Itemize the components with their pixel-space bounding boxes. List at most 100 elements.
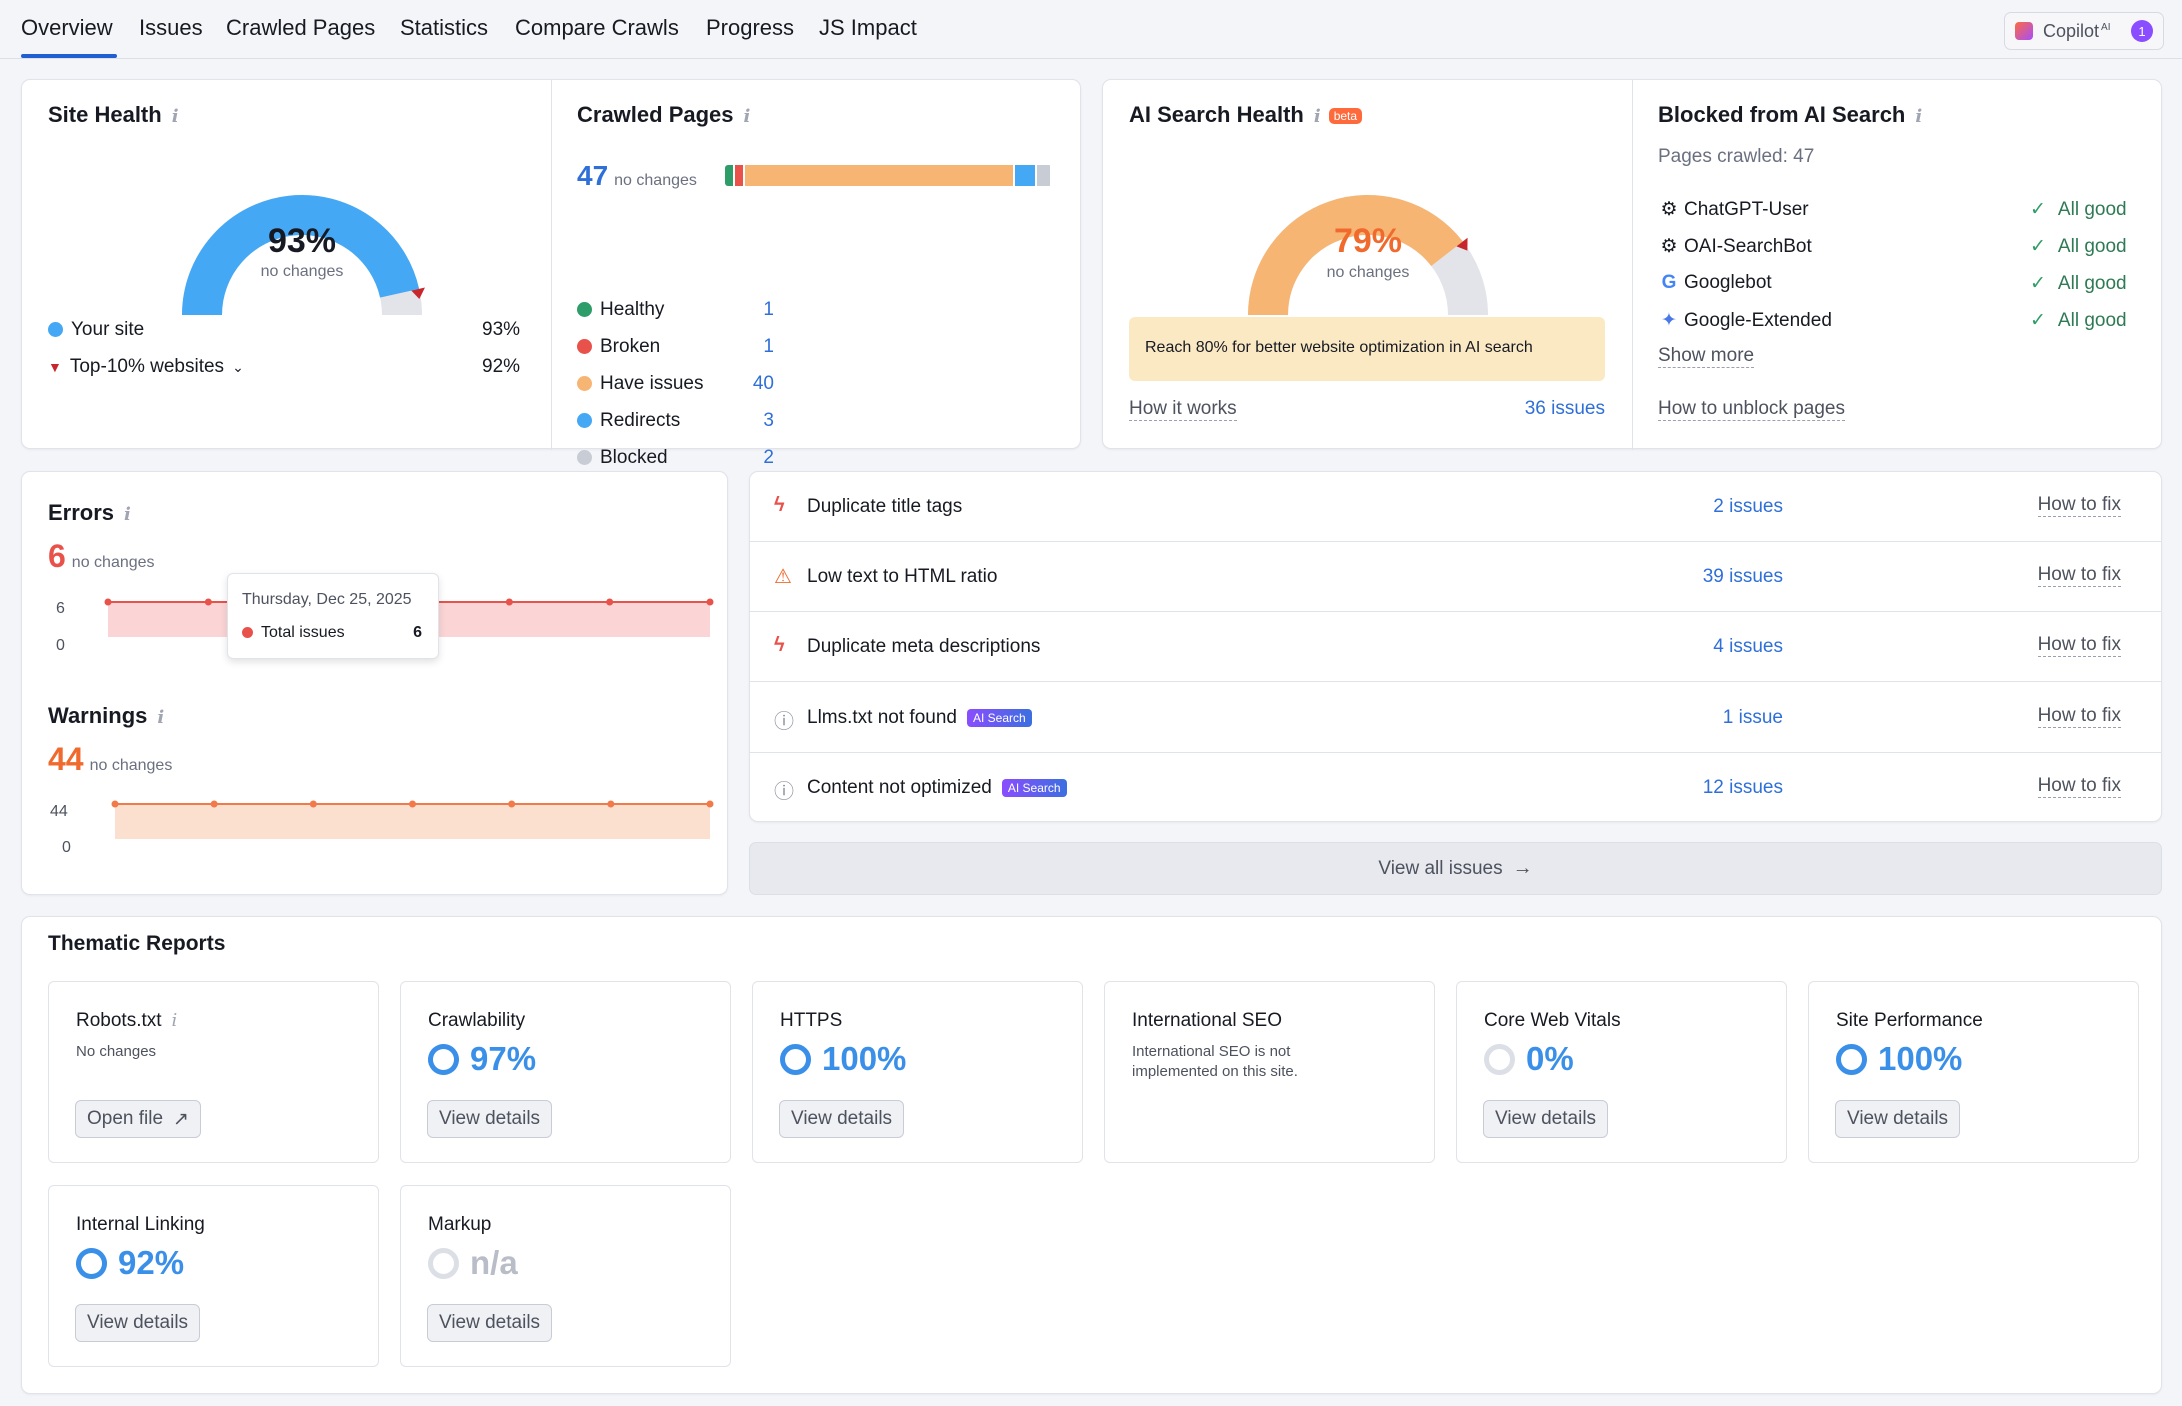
thematic-reports-card: Thematic Reports Robots.txt i No changes Op… bbox=[21, 916, 2162, 1394]
open-file-button[interactable]: Open file ↗ bbox=[75, 1100, 201, 1138]
crawled-total-number[interactable]: 47 bbox=[577, 160, 609, 191]
thematic-card-title: Robots.txt i bbox=[76, 1010, 178, 1031]
view-all-issues-button[interactable]: View all issues → bbox=[749, 842, 2162, 895]
thematic-card-percent: 92% bbox=[70, 1241, 184, 1285]
chart-point[interactable] bbox=[111, 800, 119, 808]
chart-point[interactable] bbox=[606, 598, 614, 606]
warning-icon: ⚠ bbox=[774, 566, 792, 589]
view-details-button[interactable]: View details bbox=[1835, 1100, 1961, 1138]
how-to-unblock-link[interactable]: How to unblock pages bbox=[1658, 398, 1845, 421]
thematic-card-robots-txt: Robots.txt i No changes Open file ↗ bbox=[48, 981, 379, 1163]
bar-segment-redirects[interactable] bbox=[1014, 165, 1035, 186]
issue-name[interactable]: Low text to HTML ratio bbox=[807, 566, 998, 588]
errors-tooltip: Thursday, Dec 25, 2025 Total issues 6 bbox=[227, 573, 439, 659]
legend-dot bbox=[577, 339, 592, 355]
chart-point[interactable] bbox=[309, 800, 317, 808]
chart-point[interactable] bbox=[210, 800, 218, 808]
issue-row[interactable]: ⚠ Low text to HTML ratio 39 issues How to f… bbox=[750, 542, 2161, 613]
ai-health-percent: 79% bbox=[1333, 222, 1403, 260]
info-icon[interactable]: i bbox=[157, 707, 165, 728]
your-site-dot bbox=[48, 322, 63, 338]
thematic-card-title: International SEO bbox=[1132, 1010, 1282, 1031]
chart-point[interactable] bbox=[508, 800, 516, 808]
how-to-fix-link[interactable]: How to fix bbox=[2037, 774, 2121, 798]
tooltip-dot bbox=[242, 627, 253, 639]
chart-point[interactable] bbox=[409, 800, 416, 808]
crawled-legend-row: Redirects bbox=[577, 410, 680, 432]
how-to-fix-link[interactable]: How to fix bbox=[2037, 564, 2121, 588]
chart-point[interactable] bbox=[104, 598, 112, 606]
view-details-button[interactable]: View details bbox=[1483, 1100, 1609, 1138]
issue-count-link[interactable]: 2 issues bbox=[1713, 496, 1783, 517]
tab-issues[interactable]: Issues bbox=[139, 15, 203, 40]
thematic-card-percent: 100% bbox=[780, 1040, 906, 1078]
issue-count-link[interactable]: 12 issues bbox=[1702, 776, 1783, 798]
top-10-row[interactable]: ▼ Top-10% websites ⌄ bbox=[48, 356, 244, 377]
issue-row[interactable]: ϟ Duplicate title tags 2 issues How to fix bbox=[750, 472, 2161, 542]
how-to-fix-link[interactable]: How to fix bbox=[2037, 494, 2121, 517]
chart-point[interactable] bbox=[204, 598, 212, 606]
legend-value[interactable]: 2 bbox=[763, 447, 774, 468]
issue-row[interactable]: ϟ Duplicate meta descriptions 4 issues How … bbox=[750, 612, 2161, 683]
legend-value[interactable]: 1 bbox=[763, 299, 774, 320]
info-icon[interactable]: i bbox=[171, 1010, 178, 1031]
beta-badge: beta bbox=[1328, 108, 1363, 125]
arrow-right-icon: → bbox=[1512, 857, 1533, 879]
tab-overview[interactable]: Overview bbox=[21, 15, 113, 40]
check-icon: ✓ bbox=[2030, 273, 2046, 294]
issue-name[interactable]: Llms.txt not found AI Search bbox=[807, 707, 1032, 729]
issue-count-link[interactable]: 4 issues bbox=[1713, 636, 1783, 658]
errors-value: 6 no changes bbox=[48, 538, 155, 574]
tab-crawled-pages[interactable]: Crawled Pages bbox=[226, 15, 376, 40]
how-it-works-link[interactable]: How it works bbox=[1129, 398, 1237, 421]
errors-y-top: 6 bbox=[56, 600, 65, 617]
bar-segment-have-issues[interactable] bbox=[744, 165, 1013, 186]
site-health-gauge bbox=[182, 195, 425, 316]
thematic-card-title: HTTPS bbox=[780, 1010, 843, 1031]
copilot-button[interactable]: Copilot AI 1 bbox=[2004, 12, 2164, 50]
info-icon[interactable]: i bbox=[1915, 106, 1923, 127]
view-details-button[interactable]: View details bbox=[779, 1100, 905, 1138]
warnings-y-bottom: 0 bbox=[62, 839, 71, 856]
view-details-button[interactable]: View details bbox=[427, 1100, 553, 1138]
info-icon[interactable]: i bbox=[124, 504, 131, 525]
view-details-button[interactable]: View details bbox=[75, 1304, 201, 1342]
chart-point[interactable] bbox=[505, 598, 513, 606]
warnings-title: Warnings i bbox=[48, 703, 165, 728]
info-icon[interactable]: i bbox=[171, 106, 179, 127]
view-details-button[interactable]: View details bbox=[427, 1304, 553, 1342]
legend-label: Blocked bbox=[600, 447, 668, 468]
ai-issues-link[interactable]: 36 issues bbox=[1524, 398, 1605, 419]
show-more-link[interactable]: Show more bbox=[1658, 345, 1755, 368]
issue-count-link[interactable]: 39 issues bbox=[1702, 566, 1783, 588]
issue-name[interactable]: Content not optimized AI Search bbox=[807, 777, 1067, 799]
tab-statistics[interactable]: Statistics bbox=[400, 15, 489, 40]
info-icon[interactable]: i bbox=[743, 106, 751, 127]
chart-point[interactable] bbox=[607, 800, 615, 808]
tab-progress[interactable]: Progress bbox=[706, 15, 795, 40]
bot-status: ✓ All good bbox=[2030, 236, 2127, 257]
legend-label: Broken bbox=[600, 336, 661, 357]
legend-value[interactable]: 1 bbox=[763, 336, 774, 357]
issue-name[interactable]: Duplicate title tags bbox=[807, 496, 963, 517]
legend-value[interactable]: 3 bbox=[763, 410, 774, 431]
thematic-card-percent: n/a bbox=[428, 1244, 518, 1282]
chart-point[interactable] bbox=[706, 800, 714, 808]
issue-row[interactable]: ⓘ Content not optimized AI Search 12 issues… bbox=[750, 753, 2161, 821]
how-to-fix-link[interactable]: How to fix bbox=[2037, 634, 2121, 658]
issue-row[interactable]: ⓘ Llms.txt not found AI Search 1 issue How t… bbox=[750, 683, 2161, 753]
bar-segment-broken[interactable] bbox=[734, 165, 743, 186]
chart-point[interactable] bbox=[706, 598, 714, 606]
bar-segment-blocked[interactable] bbox=[1036, 165, 1050, 186]
issue-count-link[interactable]: 1 issue bbox=[1722, 706, 1783, 728]
bar-segment-healthy[interactable] bbox=[725, 165, 733, 186]
thematic-card-https: HTTPS 100% View details bbox=[752, 981, 1083, 1163]
tab-js-impact[interactable]: JS Impact bbox=[819, 15, 917, 40]
legend-value[interactable]: 40 bbox=[752, 373, 774, 394]
blocked-ai-title: Blocked from AI Search i bbox=[1658, 102, 1923, 127]
how-to-fix-link[interactable]: How to fix bbox=[2037, 704, 2121, 728]
tab-compare-crawls[interactable]: Compare Crawls bbox=[515, 15, 679, 40]
errors-title: Errors i bbox=[48, 500, 131, 525]
issue-name[interactable]: Duplicate meta descriptions bbox=[807, 636, 1041, 658]
info-icon[interactable]: i bbox=[1313, 106, 1321, 127]
